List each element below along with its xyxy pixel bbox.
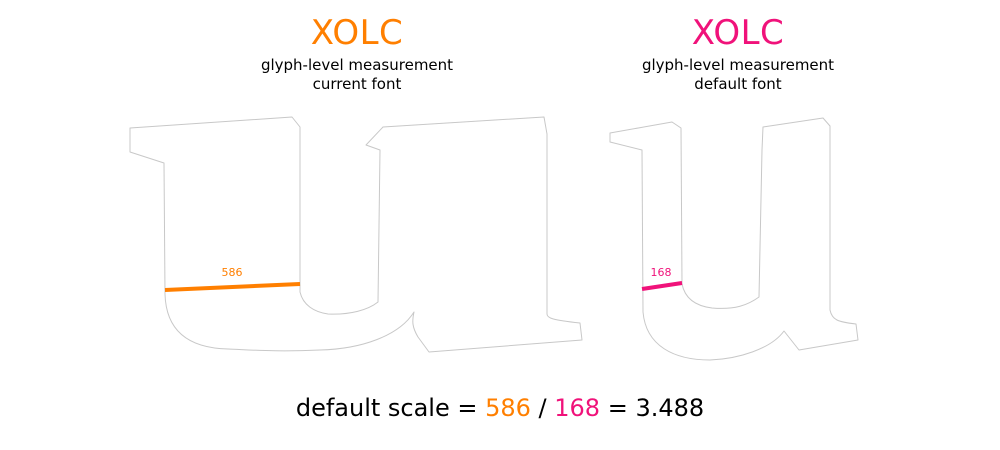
default-font-measure-line bbox=[641, 281, 683, 291]
current-font-glyph-outline bbox=[129, 116, 583, 353]
current-font-title: XOLC bbox=[310, 13, 404, 53]
current-font-subtitle-2: current font bbox=[312, 75, 402, 93]
formula-numerator: 586 bbox=[485, 394, 531, 422]
default-font-subtitle-1: glyph-level measurement bbox=[641, 56, 835, 74]
formula-prefix: default scale = bbox=[295, 394, 486, 422]
current-font-measure-label: 586 bbox=[222, 266, 243, 279]
current-font-subtitle-1: glyph-level measurement bbox=[260, 56, 454, 74]
default-font-subtitle-2: default font bbox=[694, 75, 782, 93]
formula-equals: = bbox=[600, 394, 636, 422]
current-font-measure-line bbox=[164, 282, 301, 292]
default-font-glyph-outline bbox=[609, 117, 859, 361]
formula-divider: / bbox=[530, 394, 555, 422]
default-font-header: XOLC glyph-level measurement default fon… bbox=[578, 10, 898, 94]
current-font-header: XOLC glyph-level measurement current fon… bbox=[197, 10, 517, 94]
default-font-title: XOLC bbox=[691, 13, 785, 53]
scale-formula: default scale = 586 / 168 = 3.488 bbox=[0, 391, 1000, 425]
formula-denominator: 168 bbox=[554, 394, 601, 422]
default-font-measure-label: 168 bbox=[651, 266, 672, 279]
formula-result: 3.488 bbox=[635, 394, 705, 422]
